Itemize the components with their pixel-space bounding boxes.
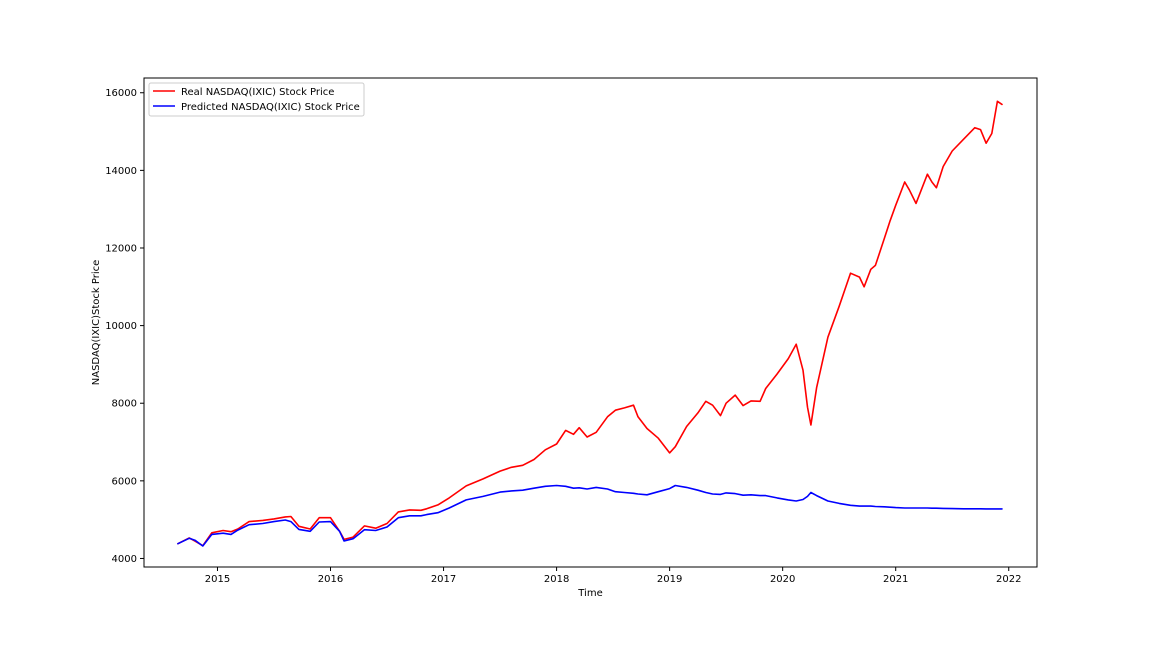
x-tick-label: 2017: [431, 574, 456, 585]
y-axis: 4000 6000 8000 10000 12000 14000 16000: [105, 88, 144, 565]
x-axis: 2015 2016 2017 2018 2019 2020 2021 2022: [205, 567, 1021, 585]
x-tick-label: 2019: [657, 574, 682, 585]
x-tick-label: 2021: [883, 574, 908, 585]
legend: Real NASDAQ(IXIC) Stock Price Predicted …: [148, 82, 365, 117]
y-tick-label: 12000: [105, 243, 137, 254]
x-tick-label: 2015: [205, 574, 230, 585]
series-line-predicted: [177, 484, 1003, 547]
series-line-real: [177, 100, 1003, 547]
legend-box: [148, 82, 365, 117]
y-axis-label: NASDAQ(IXIC)Stock Price: [91, 260, 102, 386]
x-tick-label: 2020: [770, 574, 795, 585]
legend-label-real: Real NASDAQ(IXIC) Stock Price: [181, 87, 334, 98]
y-tick-label: 4000: [112, 554, 137, 565]
x-axis-label: Time: [577, 588, 602, 599]
y-tick-label: 10000: [105, 321, 137, 332]
x-tick-label: 2022: [996, 574, 1021, 585]
x-tick-label: 2018: [544, 574, 569, 585]
legend-label-predicted: Predicted NASDAQ(IXIC) Stock Price: [181, 102, 360, 113]
y-tick-label: 14000: [105, 166, 137, 177]
plot-area-frame: [143, 77, 1038, 568]
series-layer: [177, 100, 1003, 547]
x-tick-label: 2016: [318, 574, 343, 585]
y-tick-label: 6000: [112, 476, 137, 487]
y-tick-label: 8000: [112, 399, 137, 410]
y-tick-label: 16000: [105, 88, 137, 99]
